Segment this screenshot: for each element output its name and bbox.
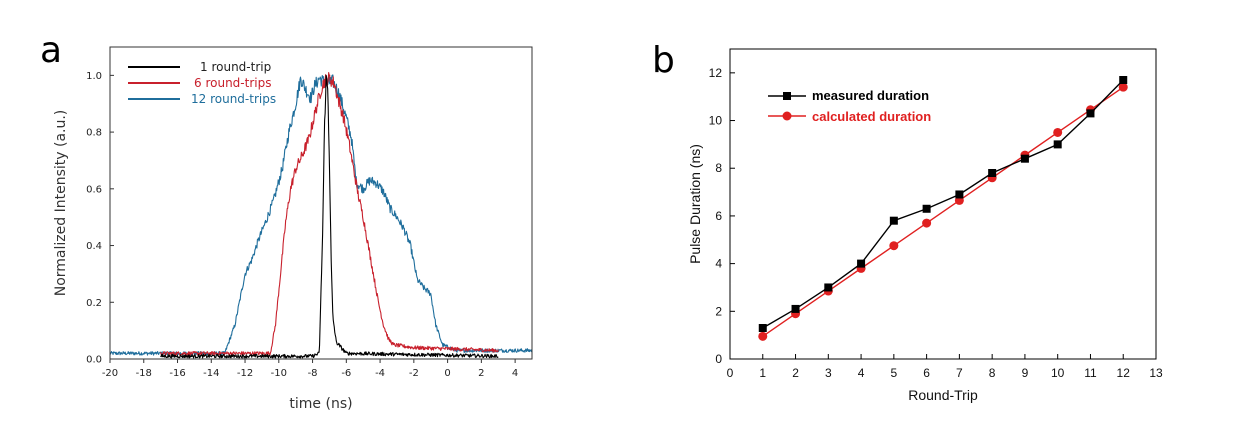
chart-b-xtick-label: 13 bbox=[1149, 366, 1163, 380]
chart-b-point-measured bbox=[791, 304, 800, 313]
chart-a-series bbox=[109, 72, 533, 359]
chart-b-series-line bbox=[762, 86, 1124, 337]
chart-a-xtick-label: -14 bbox=[203, 368, 219, 379]
chart-b-xtick-label: 5 bbox=[891, 366, 898, 380]
chart-b-ytick-label: 8 bbox=[715, 161, 722, 175]
chart-b-xtick-label: 11 bbox=[1084, 366, 1097, 380]
chart-a-xtick-label: -6 bbox=[341, 368, 351, 379]
chart-b-legend: measured duration calculated duration bbox=[768, 88, 931, 124]
chart-b-ytick-label: 2 bbox=[715, 304, 722, 318]
chart-b-point-calculated bbox=[922, 218, 932, 228]
chart-b-xtick-label: 7 bbox=[956, 366, 963, 380]
chart-b-xtick-label: 1 bbox=[759, 366, 766, 380]
chart-b-xtick-label: 8 bbox=[989, 366, 996, 380]
chart-b-point-measured bbox=[955, 190, 964, 199]
chart-b-xtick-label: 2 bbox=[792, 366, 799, 380]
chart-b-ytick-label: 12 bbox=[709, 66, 723, 80]
chart-b-series bbox=[758, 76, 1128, 341]
chart-b-xtick-label: 9 bbox=[1022, 366, 1029, 380]
chart-b-point-measured bbox=[922, 204, 931, 213]
chart-a-series-line bbox=[160, 72, 499, 356]
legend-a-label-1: 1 round-trip bbox=[200, 60, 271, 74]
chart-a-ytick-label: 0.8 bbox=[86, 128, 102, 139]
chart-a-ytick-label: 0.4 bbox=[86, 241, 102, 252]
chart-a-xtick-label: -16 bbox=[169, 368, 185, 379]
chart-b-point-measured bbox=[1119, 76, 1128, 84]
chart-b-frame bbox=[729, 48, 1157, 360]
chart-b-xtick-label: 3 bbox=[825, 366, 832, 380]
chart-a-ylabel: Normalized Intensity (a.u.) bbox=[53, 110, 69, 297]
chart-a-ytick-label: 1.0 bbox=[86, 71, 102, 82]
chart-b-ylabel: Pulse Duration (ns) bbox=[687, 144, 703, 264]
chart-a-series-line bbox=[109, 74, 533, 356]
chart-a-ytick-label: 0.6 bbox=[86, 184, 102, 195]
chart-a-frame bbox=[109, 46, 533, 360]
chart-b-ytick-label: 6 bbox=[715, 209, 722, 223]
legend-a-label-3: 12 round-trips bbox=[191, 92, 276, 106]
chart-a-xtick-label: -20 bbox=[102, 368, 118, 379]
chart-b-point-calculated bbox=[758, 331, 768, 341]
chart-a-xtick-label: -18 bbox=[136, 368, 152, 379]
chart-b-ytick-label: 4 bbox=[715, 257, 722, 271]
chart-b-point-calculated bbox=[1053, 127, 1063, 137]
chart-b-series-line bbox=[762, 79, 1124, 329]
chart-b-point-measured bbox=[988, 169, 997, 177]
chart-b-point-measured bbox=[1020, 154, 1029, 163]
chart-a-series-line bbox=[160, 74, 499, 359]
chart-a-xtick-label: -4 bbox=[375, 368, 385, 379]
chart-a-xtick-label: -10 bbox=[271, 368, 287, 379]
chart-a-xtick-label: 2 bbox=[478, 368, 484, 379]
legend-b-marker-1 bbox=[783, 92, 791, 100]
chart-b-point-measured bbox=[824, 283, 833, 292]
chart-b-ytick-label: 0 bbox=[715, 352, 722, 366]
panel-label-b: b bbox=[652, 40, 675, 81]
chart-a-ticks: -20 -18 -16 -14 -12 -10 -8 -6 -4 -2 0 2 40.00.20.40.… bbox=[86, 71, 518, 379]
legend-a-label-2: 6 round-trips bbox=[194, 76, 271, 90]
chart-a-xlabel: time (ns) bbox=[289, 396, 352, 412]
chart-a-xtick-label: 4 bbox=[512, 368, 518, 379]
chart-b-point-calculated bbox=[889, 241, 899, 251]
chart-a-xtick-label: -8 bbox=[308, 368, 318, 379]
chart-b-xtick-label: 10 bbox=[1051, 366, 1065, 380]
chart-b-ytick-label: 10 bbox=[709, 114, 723, 128]
chart-b-point-calculated bbox=[1118, 82, 1128, 92]
chart-a-xtick-label: -12 bbox=[237, 368, 253, 379]
legend-b-label-2: calculated duration bbox=[812, 109, 931, 124]
chart-a-ytick-label: 0.0 bbox=[86, 355, 102, 366]
chart-a: -20 -18 -16 -14 -12 -10 -8 -6 -4 -2 0 2 40.00.20.40.… bbox=[53, 46, 533, 412]
chart-b-xtick-label: 0 bbox=[727, 366, 734, 380]
legend-b-label-1: measured duration bbox=[812, 88, 929, 103]
chart-b-xtick-label: 6 bbox=[923, 366, 930, 380]
chart-a-ytick-label: 0.2 bbox=[86, 298, 102, 309]
chart-b-xlabel: Round-Trip bbox=[908, 387, 978, 403]
chart-a-legend: 1 round-trip 6 round-trips 12 round-trip… bbox=[128, 60, 276, 106]
chart-a-xtick-label: -2 bbox=[409, 368, 419, 379]
chart-b-point-measured bbox=[857, 259, 866, 268]
chart-b-point-measured bbox=[1053, 140, 1062, 149]
chart-b-xtick-label: 12 bbox=[1117, 366, 1131, 380]
chart-b-point-measured bbox=[889, 216, 898, 225]
chart-b-xtick-label: 4 bbox=[858, 366, 865, 380]
chart-b-point-measured bbox=[1086, 109, 1095, 118]
chart-b-point-measured bbox=[758, 324, 767, 332]
chart-a-xtick-label: 0 bbox=[444, 368, 450, 379]
legend-b-marker-2 bbox=[782, 111, 792, 121]
panel-label-a: a bbox=[40, 30, 62, 71]
